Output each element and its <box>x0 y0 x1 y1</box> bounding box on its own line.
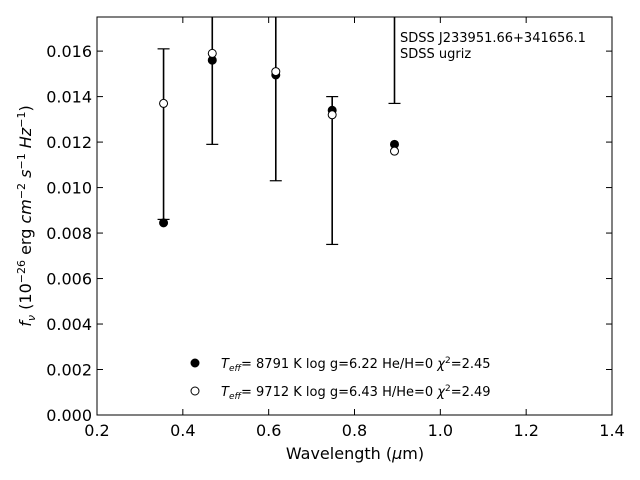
y-tick-label: 0.000 <box>46 406 92 425</box>
x-tick-label: 1.0 <box>428 421 453 440</box>
data-point-open <box>327 110 337 120</box>
x-tick-label: 0.6 <box>256 421 281 440</box>
annotation-object-name: SDSS J233951.66+341656.1 <box>400 31 586 46</box>
data-point-open <box>207 48 217 58</box>
data-point-open <box>389 146 399 156</box>
annotation-filter-set: SDSS ugriz <box>400 47 471 62</box>
error-bars <box>157 17 401 246</box>
x-axis-title: Wavelength (μm) <box>286 444 424 463</box>
y-axis-title: fν (10−26 erg cm−2 s−1 Hz−1) <box>15 105 38 326</box>
y-tick-label: 0.006 <box>46 270 92 289</box>
data-point-open <box>271 67 281 77</box>
data-point-filled <box>159 218 169 228</box>
y-tick-label: 0.014 <box>46 88 92 107</box>
legend-marker-open <box>190 386 200 396</box>
y-tick-label: 0.008 <box>46 224 92 243</box>
y-tick-label: 0.010 <box>46 179 92 198</box>
x-tick-label: 0.4 <box>170 421 195 440</box>
y-tick-label: 0.016 <box>46 42 92 61</box>
legend-label-series-1: Teff= 8791 K log g=6.22 He/H=0 χ2=2.45 <box>221 356 491 374</box>
legend-label-series-2: Teff= 9712 K log g=6.43 H/He=0 χ2=2.49 <box>221 384 491 402</box>
plot-frame <box>96 16 613 416</box>
x-axis: 0.2 0.4 0.6 0.8 1.0 1.2 1.4 <box>84 17 625 440</box>
x-tick-label: 0.8 <box>342 421 367 440</box>
legend: Teff= 8791 K log g=6.22 He/H=0 χ2=2.45 T… <box>190 356 491 402</box>
y-axis: 0.000 0.002 0.004 0.006 0.008 0.010 0.012 0.014… <box>46 42 612 425</box>
legend-marker-filled <box>190 358 200 368</box>
x-tick-label: 1.2 <box>513 421 538 440</box>
y-tick-label: 0.004 <box>46 315 92 334</box>
data-markers <box>159 48 399 228</box>
y-tick-label: 0.002 <box>46 361 92 380</box>
x-tick-label: 0.2 <box>84 421 109 440</box>
data-point-open <box>159 98 169 108</box>
y-tick-label: 0.012 <box>46 133 92 152</box>
x-tick-label: 1.4 <box>599 421 624 440</box>
